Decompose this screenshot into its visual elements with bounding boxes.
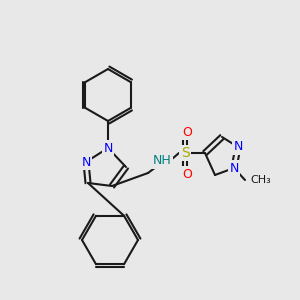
Text: O: O bbox=[182, 125, 192, 139]
Text: CH₃: CH₃ bbox=[250, 175, 271, 185]
Text: S: S bbox=[181, 146, 189, 160]
Text: N: N bbox=[229, 161, 239, 175]
Text: N: N bbox=[233, 140, 243, 154]
Text: N: N bbox=[81, 155, 91, 169]
Text: NH: NH bbox=[153, 154, 171, 167]
Text: O: O bbox=[182, 167, 192, 181]
Text: N: N bbox=[103, 142, 113, 154]
